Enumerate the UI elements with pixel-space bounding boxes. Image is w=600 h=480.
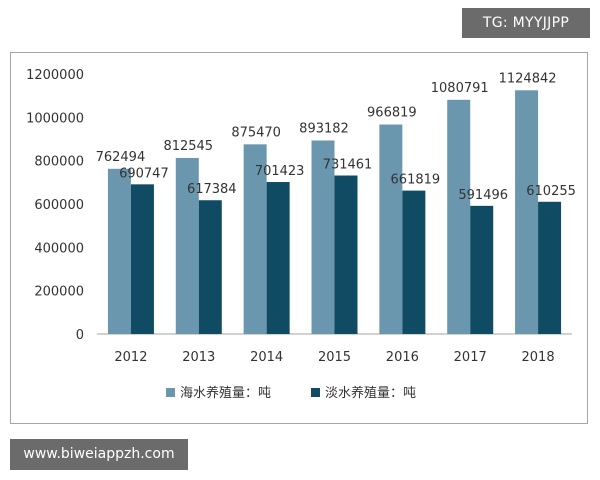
legend-swatch-freshwater (311, 388, 320, 397)
bar-seawater-2014 (243, 144, 267, 334)
data-label: 966819 (367, 106, 417, 121)
y-tick-label: 200000 (34, 285, 84, 300)
bar-freshwater-2014 (266, 182, 290, 334)
y-tick-label: 1200000 (26, 68, 84, 83)
data-label: 731461 (323, 158, 373, 173)
bar-seawater-2017 (447, 99, 471, 334)
x-tick-label: 2016 (386, 350, 419, 365)
y-tick-label: 0 (76, 328, 84, 343)
bar-seawater-2013 (175, 157, 199, 334)
data-label: 610255 (526, 184, 576, 199)
bar-seawater-2018 (515, 90, 539, 334)
x-tick-label: 2017 (454, 350, 487, 365)
y-tick-label: 1000000 (26, 111, 84, 126)
data-label: 875470 (231, 125, 281, 140)
data-label: 591496 (458, 188, 508, 203)
bar-freshwater-2016 (402, 190, 426, 334)
bar-freshwater-2015 (334, 175, 358, 334)
x-tick-label: 2012 (114, 350, 147, 365)
data-label: 812545 (163, 139, 213, 154)
bar-seawater-2015 (311, 140, 335, 334)
bar-seawater-2016 (379, 124, 403, 334)
bar-freshwater-2013 (198, 200, 222, 334)
data-label: 1124842 (499, 71, 557, 86)
watermark-top: TG: MYYJJPP (462, 8, 590, 38)
bar-freshwater-2017 (470, 205, 494, 334)
y-tick-label: 400000 (34, 241, 84, 256)
x-tick-label: 2013 (182, 350, 215, 365)
legend-swatch-seawater (166, 388, 175, 397)
x-tick-label: 2015 (318, 350, 351, 365)
bar-freshwater-2018 (538, 201, 562, 334)
data-label: 617384 (187, 182, 237, 197)
bar-freshwater-2012 (130, 184, 154, 334)
x-tick-label: 2014 (250, 350, 283, 365)
bar-seawater-2012 (107, 168, 131, 334)
data-label: 762494 (96, 150, 146, 165)
y-tick-label: 800000 (34, 155, 84, 170)
data-label: 1080791 (431, 81, 489, 96)
y-tick-label: 600000 (34, 198, 84, 213)
data-label: 690747 (119, 166, 169, 181)
legend-label-seawater: 海水养殖量：吨 (180, 385, 271, 401)
watermark-bottom: www.biweiappzh.com (10, 439, 188, 470)
data-label: 661819 (391, 173, 441, 188)
data-label: 893182 (299, 121, 349, 136)
x-tick-label: 2018 (522, 350, 555, 365)
data-label: 701423 (255, 164, 305, 179)
legend-label-freshwater: 淡水养殖量：吨 (325, 385, 416, 401)
